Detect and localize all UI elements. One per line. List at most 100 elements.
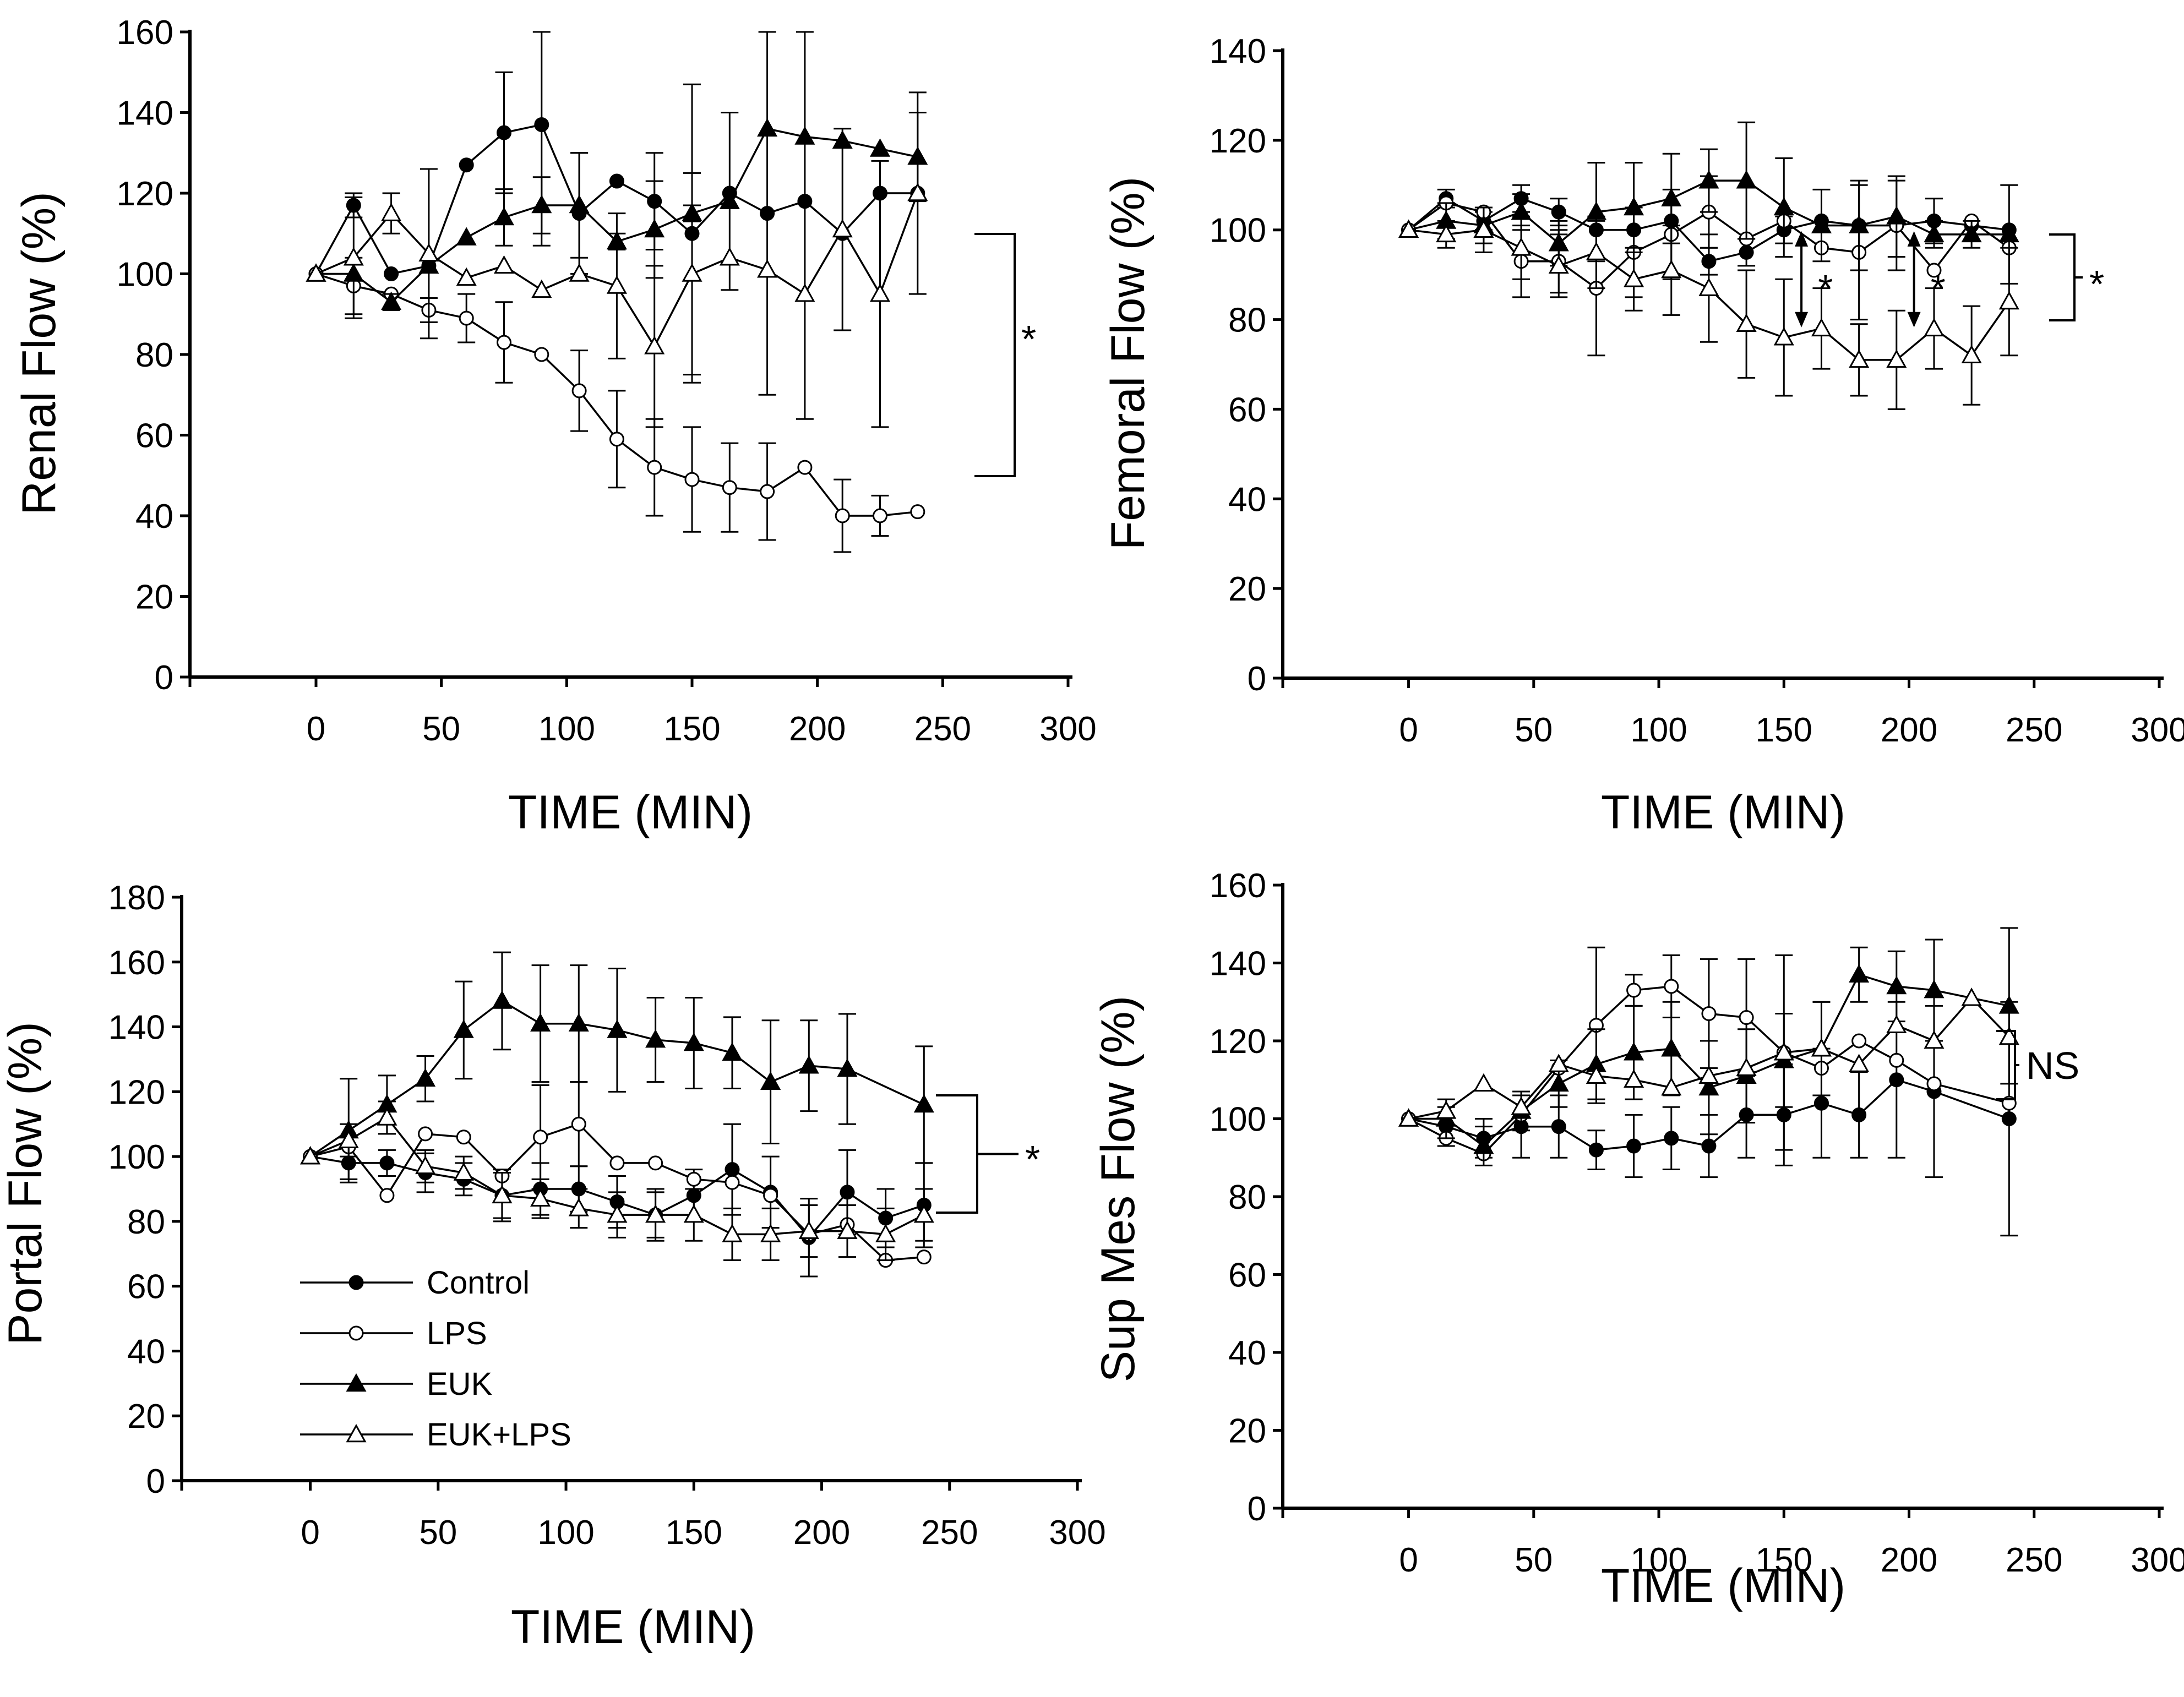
data-point bbox=[760, 1224, 781, 1242]
x-tick-label: 300 bbox=[2131, 1541, 2184, 1579]
x-tick-label: 50 bbox=[419, 1514, 457, 1552]
y-tick-label: 40 bbox=[135, 498, 173, 536]
data-point bbox=[1886, 206, 1907, 225]
data-point bbox=[1926, 1076, 1942, 1092]
data-point bbox=[1698, 1065, 1719, 1084]
data-point bbox=[1698, 1077, 1719, 1096]
data-point bbox=[1586, 1065, 1606, 1084]
series-line bbox=[1408, 1078, 2009, 1151]
data-point bbox=[379, 1188, 395, 1203]
series-line bbox=[309, 1000, 925, 1158]
data-point bbox=[1851, 1033, 1867, 1049]
data-point bbox=[493, 255, 515, 274]
data-point bbox=[1961, 223, 1982, 243]
data-point bbox=[530, 1188, 551, 1207]
x-tick-label: 150 bbox=[1756, 711, 1812, 749]
data-point bbox=[493, 206, 515, 226]
legend-entry: EUK+LPS bbox=[300, 1417, 571, 1453]
data-point bbox=[686, 1171, 701, 1187]
data-point bbox=[794, 126, 815, 145]
x-tick-label: 50 bbox=[1515, 711, 1553, 749]
x-tick-label: 200 bbox=[789, 710, 846, 748]
data-point bbox=[1998, 291, 2019, 310]
y-tick-label: 80 bbox=[1228, 1178, 1266, 1216]
x-tick-label: 0 bbox=[301, 1514, 319, 1552]
data-point bbox=[645, 1204, 666, 1223]
data-point bbox=[725, 1162, 740, 1177]
chart-panel-top-right: 0 20 40 60 80 100 120 140 0 50 100 150 200 250 300 TIME… bbox=[1102, 32, 2184, 839]
y-tick-label: 80 bbox=[127, 1203, 165, 1241]
significance-label: NS bbox=[2026, 1044, 2079, 1087]
x-tick-label: 300 bbox=[1039, 710, 1096, 748]
data-point bbox=[760, 206, 775, 221]
data-point bbox=[1548, 1073, 1569, 1092]
data-point bbox=[609, 173, 624, 189]
y-tick-label: 100 bbox=[1210, 1101, 1266, 1139]
data-point bbox=[1664, 979, 1679, 994]
data-point bbox=[1624, 269, 1644, 287]
data-point bbox=[1924, 223, 1945, 243]
x-tick-label: 200 bbox=[1881, 1541, 1937, 1579]
data-point bbox=[381, 291, 402, 310]
data-point bbox=[760, 484, 775, 499]
data-point bbox=[415, 1068, 436, 1087]
data-point bbox=[1548, 1054, 1569, 1072]
comparison-arrow: * bbox=[1795, 231, 1833, 328]
data-point bbox=[722, 1224, 743, 1242]
x-tick-label: 300 bbox=[1049, 1514, 1105, 1552]
data-point bbox=[1851, 1107, 1867, 1122]
data-point bbox=[683, 1204, 704, 1223]
data-point bbox=[300, 1146, 321, 1165]
data-point bbox=[306, 263, 326, 282]
data-point bbox=[568, 1198, 589, 1216]
series-euk-plus-lps bbox=[300, 1100, 934, 1262]
y-tick-label: 20 bbox=[1228, 570, 1266, 608]
y-tick-label: 180 bbox=[108, 879, 165, 917]
annotation-label: * bbox=[1818, 267, 1833, 310]
x-tick-label: 100 bbox=[538, 710, 595, 748]
data-point bbox=[1739, 1010, 1754, 1025]
data-point bbox=[645, 1029, 666, 1048]
y-tick-label: 160 bbox=[117, 14, 173, 52]
data-point bbox=[606, 275, 627, 294]
data-point bbox=[1473, 219, 1494, 238]
data-point bbox=[907, 182, 928, 201]
chart-panel-top-left: 0 20 40 60 80 100 120 140 160 0 50 100 150 200 250 300 T… bbox=[13, 14, 1097, 839]
data-point bbox=[832, 219, 853, 238]
data-point bbox=[1473, 1135, 1494, 1154]
y-tick-label: 120 bbox=[108, 1073, 165, 1111]
y-tick-label: 0 bbox=[1248, 660, 1266, 698]
arrow-head-down bbox=[1907, 312, 1921, 328]
x-tick-label: 150 bbox=[1756, 1541, 1812, 1579]
y-tick-label: 40 bbox=[127, 1333, 165, 1371]
data-point bbox=[1736, 1057, 1757, 1076]
data-point bbox=[648, 1155, 663, 1171]
arrow-head-down bbox=[1795, 312, 1809, 328]
data-point bbox=[1961, 345, 1982, 364]
data-point bbox=[875, 1224, 896, 1242]
series-line bbox=[1408, 985, 2009, 1155]
data-point bbox=[530, 1013, 551, 1032]
data-point bbox=[1813, 1095, 1829, 1111]
y-tick-label: 140 bbox=[108, 1009, 165, 1047]
data-point bbox=[1739, 244, 1754, 260]
legend-marker bbox=[348, 1325, 364, 1341]
data-point bbox=[797, 194, 813, 209]
data-point bbox=[1886, 975, 1907, 995]
data-point bbox=[1511, 237, 1532, 256]
y-tick-label: 100 bbox=[108, 1138, 165, 1176]
legend-label: LPS bbox=[427, 1316, 487, 1351]
data-point bbox=[1436, 1100, 1457, 1119]
x-axis-title: TIME (MIN) bbox=[1601, 786, 1845, 839]
data-point bbox=[1473, 1073, 1494, 1092]
significance-bracket bbox=[974, 233, 1016, 477]
data-point bbox=[1551, 204, 1566, 220]
y-tick-label: 20 bbox=[135, 579, 173, 616]
data-point bbox=[682, 263, 702, 282]
series-lps bbox=[308, 257, 925, 553]
data-point bbox=[1998, 1026, 2019, 1045]
data-point bbox=[757, 259, 778, 278]
x-tick-label: 150 bbox=[663, 710, 720, 748]
y-tick-label: 0 bbox=[155, 659, 173, 697]
